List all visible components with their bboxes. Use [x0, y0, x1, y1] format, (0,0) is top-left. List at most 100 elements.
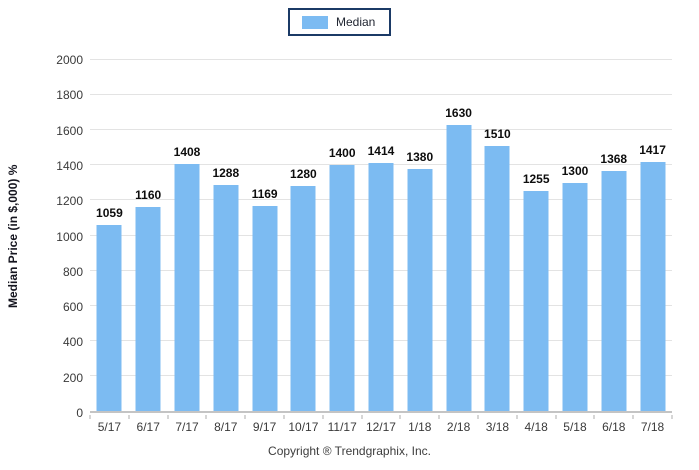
- x-axis-tick-labels: 5/17 6/17 7/17 8/17 9/17 10/17 11/17 12/17 1/18 2…: [90, 420, 672, 434]
- bar: [446, 124, 472, 411]
- axis-tick: [593, 415, 595, 419]
- axis-tick: [438, 415, 440, 419]
- axis-tick: [671, 415, 673, 419]
- y-tick-label: 0: [76, 406, 83, 420]
- bar: [523, 190, 549, 411]
- bar-slot: 1368: [594, 60, 633, 411]
- bar: [329, 165, 355, 411]
- bar-slot: 1059: [90, 60, 129, 411]
- bar-slot: 1414: [362, 60, 401, 411]
- bar-value-label: 1255: [522, 171, 550, 186]
- y-tick-label: 2000: [56, 53, 83, 67]
- bar-slot: 1400: [323, 60, 362, 411]
- bar-slot: 1255: [517, 60, 556, 411]
- x-tick-label: 2/18: [446, 420, 471, 434]
- y-tick-label: 1200: [56, 194, 83, 209]
- axis-tick: [322, 415, 324, 419]
- bar-value-label: 1368: [600, 151, 628, 166]
- axis-tick: [89, 415, 91, 419]
- x-tick-label: 6/18: [602, 420, 626, 434]
- bar-value-label: 1288: [212, 165, 240, 180]
- axis-tick: [632, 415, 634, 419]
- x-tick-label: 6/17: [136, 420, 160, 434]
- y-tick-label: 600: [62, 300, 83, 315]
- copyright-text: Copyright ® Trendgraphix, Inc.: [268, 444, 431, 458]
- axis-tick: [167, 415, 169, 419]
- x-tick-label: 12/17: [365, 420, 396, 434]
- bar: [174, 163, 200, 411]
- x-tick-label: 3/18: [485, 420, 510, 434]
- bar: [290, 186, 316, 411]
- axis-tick: [205, 415, 207, 419]
- gridline: [90, 129, 672, 131]
- x-axis-tick-marks: [89, 415, 673, 419]
- bar-slot: 1169: [245, 60, 284, 411]
- bar: [562, 182, 588, 411]
- bar-slot: 1630: [439, 60, 478, 411]
- axis-tick: [477, 415, 479, 419]
- x-tick-label: 5/18: [563, 420, 587, 434]
- bar-slot: 1380: [400, 60, 439, 411]
- axis-tick: [361, 415, 363, 419]
- axis-tick: [516, 415, 518, 419]
- bar: [252, 205, 278, 411]
- bar-value-label: 1160: [135, 188, 162, 203]
- bar-slot: 1160: [129, 60, 168, 411]
- bar-value-label: 1408: [173, 144, 201, 159]
- bar: [640, 162, 666, 411]
- y-axis-tick-labels: 0 200 400 600 800 1000 1200 1400 1600 1800 2000: [0, 53, 83, 420]
- x-tick-label: 11/17: [327, 420, 357, 434]
- legend-swatch: [302, 15, 328, 29]
- x-tick-label: 8/17: [214, 420, 238, 434]
- bar: [407, 168, 433, 411]
- gridline: [90, 94, 672, 96]
- y-tick-label: 1000: [56, 229, 83, 244]
- legend: Median: [288, 8, 391, 36]
- bar-slot: 1510: [478, 60, 517, 411]
- bar-value-label: 1630: [445, 105, 472, 120]
- y-tick-label: 1600: [56, 123, 83, 138]
- axis-tick: [399, 415, 401, 419]
- bar-slot: 1408: [168, 60, 207, 411]
- bar-value-label: 1380: [406, 149, 434, 164]
- gridline: [90, 59, 672, 60]
- x-tick-label: 4/18: [524, 420, 548, 434]
- y-tick-label: 400: [62, 335, 83, 350]
- y-tick-label: 800: [62, 264, 83, 279]
- bar: [484, 146, 510, 411]
- x-tick-label: 7/17: [175, 420, 199, 434]
- plot-area: 1059 1160 1408 1288 1169 1280 1400 1414 1380 1630…: [90, 59, 672, 413]
- legend-label: Median: [336, 15, 376, 29]
- bar-value-label: 1400: [328, 146, 356, 161]
- axis-tick: [555, 415, 557, 419]
- bar: [96, 225, 122, 411]
- bar: [213, 184, 239, 411]
- bar-slot: 1300: [556, 60, 595, 411]
- bar-value-label: 1280: [290, 167, 317, 182]
- axis-tick: [283, 415, 285, 419]
- bar-value-label: 1414: [367, 143, 395, 158]
- bar-value-label: 1059: [96, 206, 123, 221]
- bar: [601, 170, 627, 411]
- y-tick-label: 200: [62, 370, 83, 385]
- bar-value-label: 1510: [484, 127, 511, 141]
- bar-value-label: 1300: [561, 163, 589, 178]
- bar-slot: 1288: [206, 60, 245, 411]
- x-tick-label: 7/18: [640, 420, 665, 434]
- x-tick-label: 10/17: [288, 420, 319, 434]
- axis-tick: [128, 415, 130, 419]
- axis-tick: [244, 415, 246, 419]
- x-tick-label: 1/18: [408, 420, 432, 434]
- bar-value-label: 1169: [251, 186, 278, 201]
- bar-slot: 1417: [633, 60, 672, 411]
- x-tick-label: 9/17: [252, 420, 277, 434]
- bar: [368, 162, 394, 411]
- x-tick-label: 5/17: [97, 420, 122, 434]
- y-tick-label: 1400: [56, 158, 83, 173]
- bar-value-label: 1417: [639, 143, 666, 158]
- bar-series: 1059 1160 1408 1288 1169 1280 1400 1414 1380 1630…: [90, 60, 672, 411]
- bar-slot: 1280: [284, 60, 323, 411]
- y-tick-label: 1800: [56, 88, 83, 103]
- bar: [135, 207, 161, 411]
